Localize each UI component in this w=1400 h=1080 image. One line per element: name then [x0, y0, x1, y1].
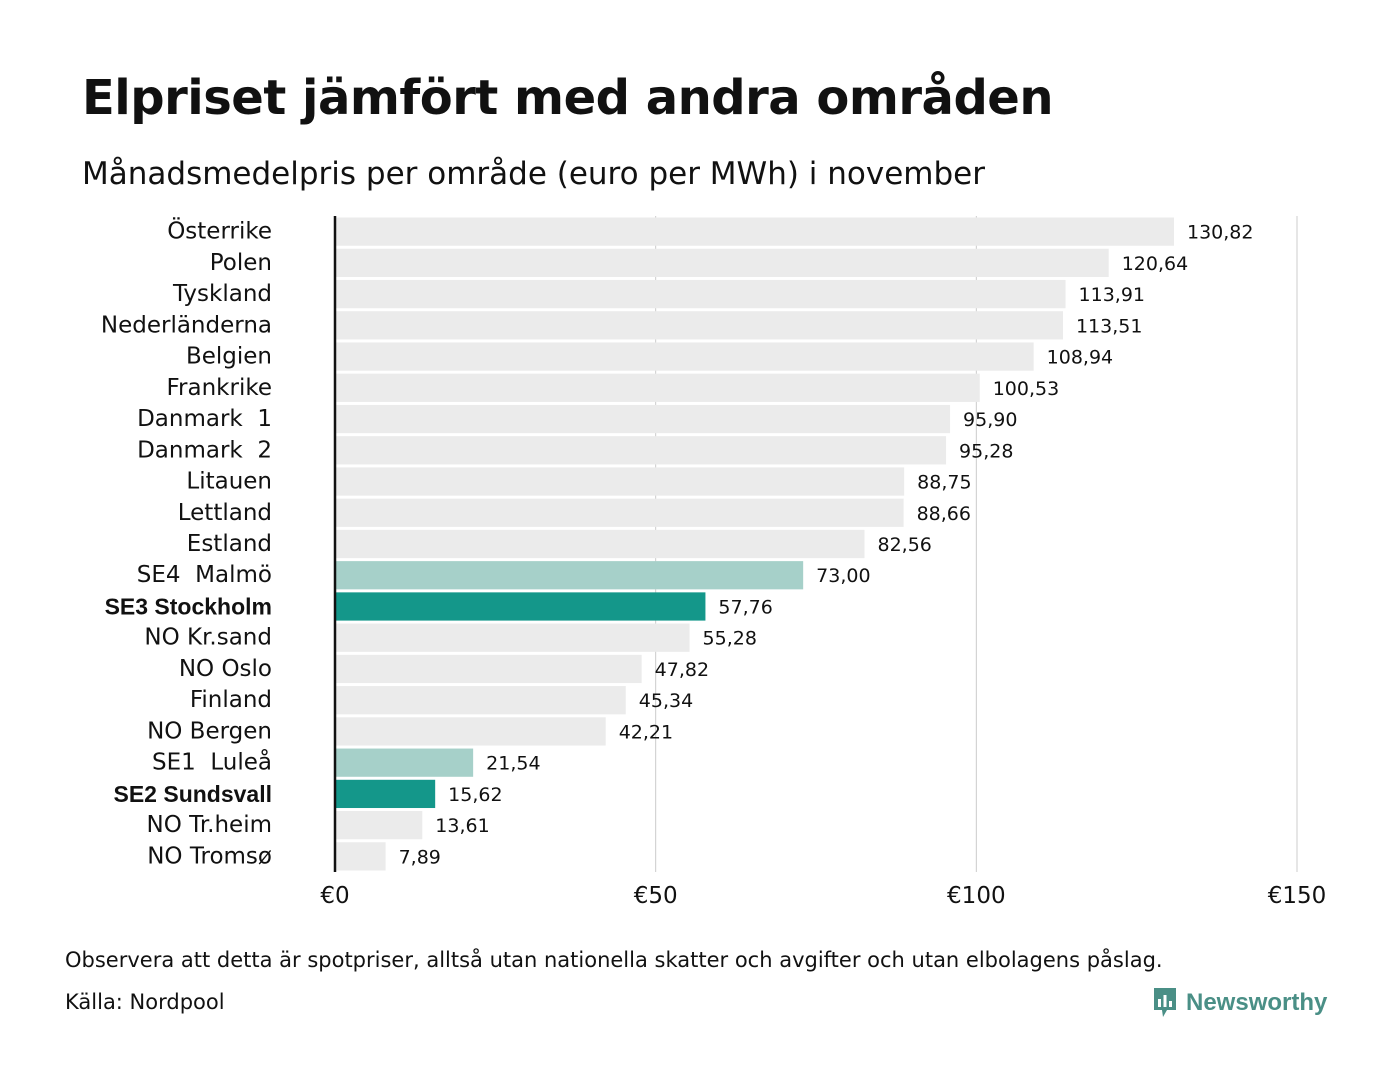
- bar: [335, 748, 474, 777]
- x-tick-label: €150: [1268, 883, 1327, 909]
- category-label: NO Bergen: [147, 718, 272, 744]
- value-label: 82,56: [877, 534, 931, 556]
- value-label: 55,28: [703, 628, 757, 650]
- value-label: 7,89: [399, 846, 441, 868]
- value-label: 88,66: [917, 503, 971, 525]
- x-tick-label: €50: [634, 883, 678, 909]
- bar: [335, 529, 865, 559]
- category-label: Litauen: [186, 469, 272, 495]
- bar: [335, 248, 1109, 277]
- category-label: Österrike: [167, 217, 272, 245]
- footnote: Observera att detta är spotpriser, allts…: [65, 948, 1163, 972]
- bar: [335, 623, 690, 652]
- x-tick-label: €100: [947, 883, 1006, 909]
- category-label: Polen: [210, 250, 272, 276]
- brand-logo: Newsworthy: [1152, 986, 1327, 1020]
- category-label: SE3 Stockholm: [105, 593, 272, 619]
- bar: [335, 436, 947, 465]
- bar: [335, 311, 1063, 340]
- x-tick-label: €0: [320, 883, 349, 909]
- bar-chart-speech-bubble-icon: [1154, 988, 1176, 1017]
- bar: [335, 842, 386, 871]
- value-label: 21,54: [486, 753, 540, 775]
- category-label: SE2 Sundsvall: [113, 781, 272, 807]
- category-label: Nederländerna: [101, 312, 272, 338]
- bar: [335, 342, 1034, 371]
- value-label: 73,00: [816, 565, 870, 587]
- value-label: 113,91: [1079, 284, 1145, 306]
- category-label: Danmark 2: [137, 437, 272, 463]
- value-label: 130,82: [1187, 222, 1253, 244]
- value-label: 57,76: [718, 596, 772, 618]
- bar: [335, 779, 436, 809]
- category-label: NO Tromsø: [147, 843, 272, 869]
- value-label: 45,34: [639, 690, 693, 712]
- category-label: Belgien: [186, 344, 272, 370]
- bar: [335, 467, 905, 496]
- value-label: 108,94: [1047, 347, 1113, 369]
- bar: [335, 561, 804, 590]
- bar: [335, 498, 904, 527]
- value-label: 120,64: [1122, 253, 1188, 275]
- bar: [335, 373, 980, 402]
- value-label: 47,82: [655, 659, 709, 681]
- category-label: NO Oslo: [179, 656, 272, 682]
- value-label: 88,75: [917, 472, 971, 494]
- category-label: Tyskland: [172, 281, 272, 307]
- bar: [335, 717, 606, 746]
- bar: [335, 404, 951, 434]
- chart-subtitle: Månadsmedelpris per område (euro per MWh…: [82, 156, 985, 192]
- bar: [335, 686, 626, 715]
- value-label: 95,90: [963, 409, 1017, 431]
- category-label: SE4 Malmö: [137, 562, 272, 588]
- brand-name: Newsworthy: [1186, 989, 1328, 1016]
- category-label: Danmark 1: [137, 406, 272, 432]
- chart-title: Elpriset jämfört med andra områden: [82, 70, 1054, 126]
- bar: [335, 592, 706, 621]
- bar-chart: Österrike 130,82 Polen 120,64 Tyskland 113,91…: [101, 216, 1327, 909]
- bar: [335, 811, 423, 840]
- value-label: 100,53: [993, 378, 1059, 400]
- category-label: NO Kr.sand: [144, 625, 272, 651]
- category-label: Frankrike: [167, 375, 273, 401]
- bar: [335, 279, 1066, 309]
- value-label: 15,62: [448, 784, 502, 806]
- bar: [335, 217, 1174, 246]
- source-credit: Källa: Nordpool: [65, 990, 225, 1014]
- value-label: 95,28: [959, 440, 1013, 462]
- value-label: 113,51: [1076, 315, 1142, 337]
- bar: [335, 654, 642, 684]
- value-label: 42,21: [619, 721, 673, 743]
- category-label: Estland: [187, 531, 272, 557]
- category-label: SE1 Luleå: [152, 748, 272, 776]
- category-label: NO Tr.heim: [147, 812, 272, 838]
- category-label: Finland: [190, 687, 272, 713]
- value-label: 13,61: [435, 815, 489, 837]
- category-label: Lettland: [178, 500, 272, 526]
